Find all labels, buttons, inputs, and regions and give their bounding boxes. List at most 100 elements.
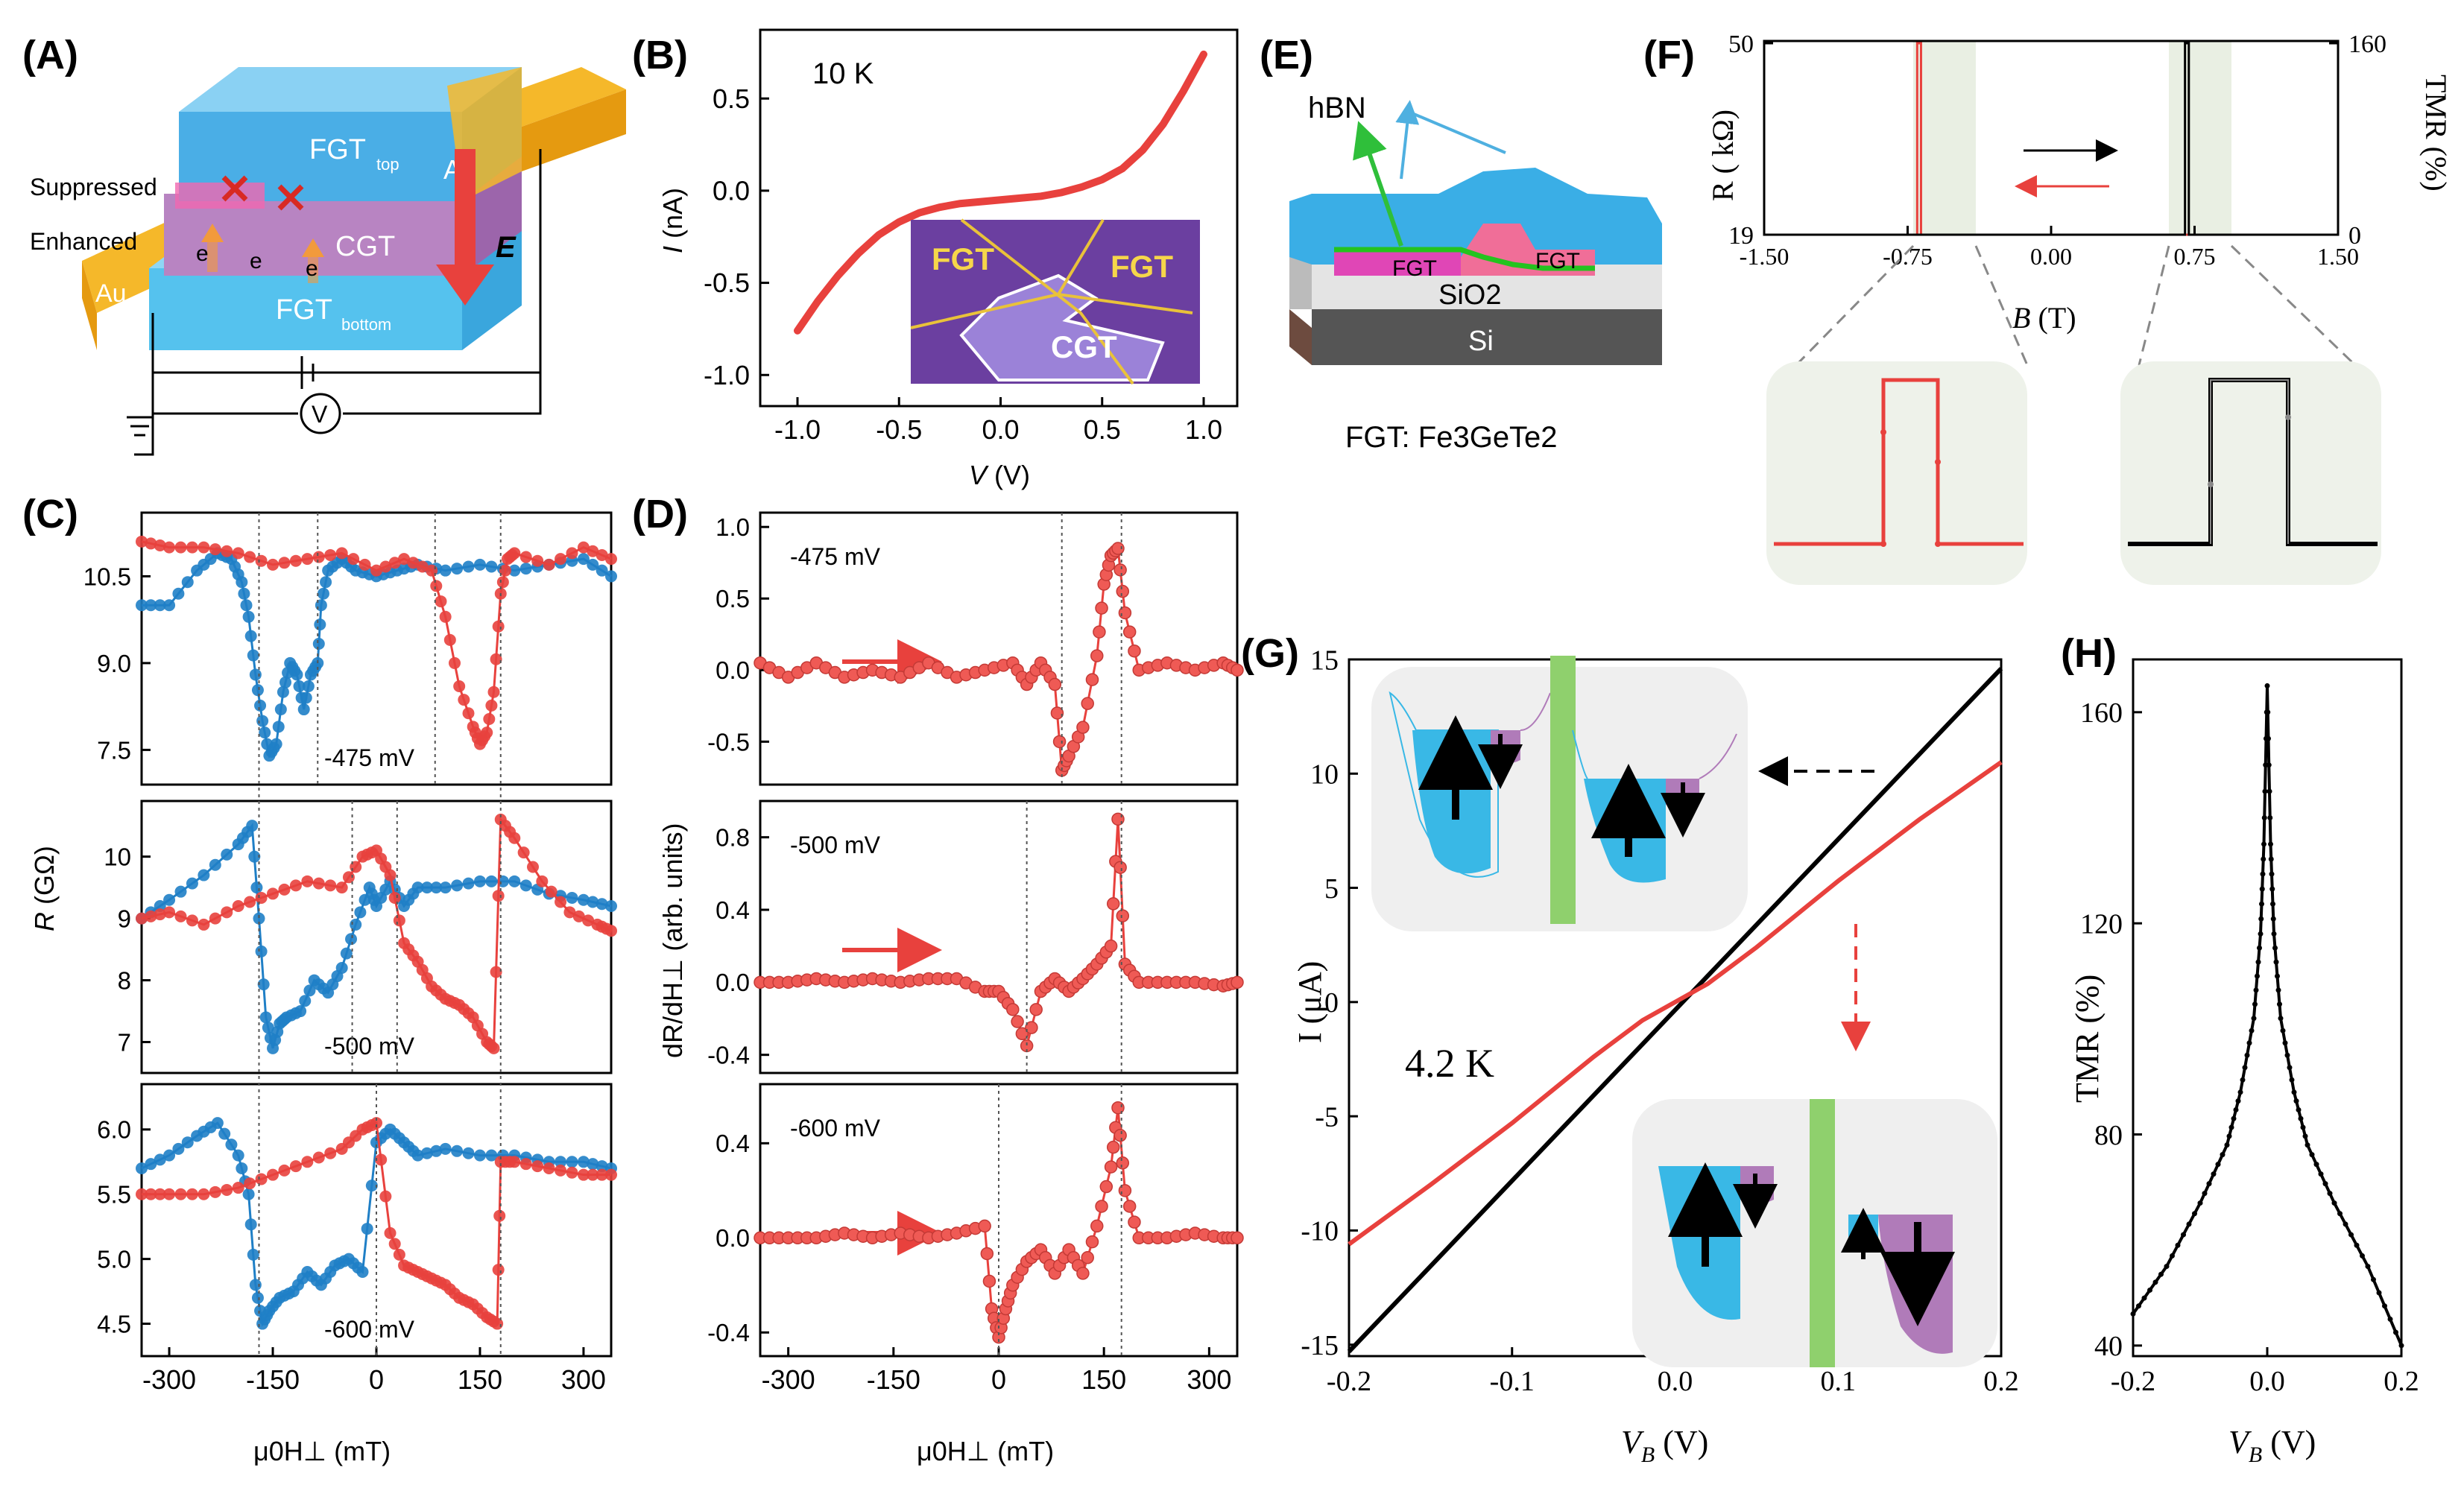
red-sweep-point [198, 918, 210, 931]
y-tick-label: 80 [2094, 1120, 2123, 1151]
tmr-point [2271, 931, 2277, 937]
y-tick-label: 0.0 [715, 1224, 750, 1252]
blue-sweep-point [451, 879, 464, 892]
red-sweep-point [435, 595, 447, 608]
panel-b-axes [759, 28, 1239, 408]
blue-sweep-point [279, 676, 292, 688]
blue-sweep-point [259, 726, 271, 739]
derivative-point [1029, 1003, 1043, 1016]
red-sweep-point [407, 557, 420, 569]
tmr-point [2252, 1001, 2258, 1007]
blue-sweep-point [236, 1162, 248, 1174]
panel-f-letter: (F) [1643, 33, 1695, 77]
red-sweep-point [375, 1153, 388, 1166]
y-tick-label: 0.4 [715, 896, 750, 924]
x-tick-label: 0.0 [982, 414, 1019, 445]
blue-sweep-point [255, 945, 268, 957]
x-tick-label: 0.75 [2174, 243, 2216, 270]
blue-sweep-point [577, 1156, 590, 1168]
red-sweep-point [301, 1156, 314, 1168]
derivative-line [760, 1107, 1237, 1337]
e-field-label: E [496, 231, 517, 264]
tmr-point [2327, 1191, 2333, 1197]
panel-h: (H) -0.2 0.0 0.2 160 120 80 40 TMR (%) VB (V) [2061, 631, 2419, 1467]
derivative-point [1011, 1015, 1024, 1028]
tmr-point [2224, 1142, 2230, 1148]
red-sweep-point [136, 1188, 148, 1200]
blue-sweep-point [314, 618, 326, 631]
tmr-point [2287, 1065, 2293, 1071]
blue-sweep-point [555, 1156, 567, 1168]
tmr-point [2268, 841, 2273, 847]
blue-sweep-point [605, 570, 617, 583]
y-tick-label: 0.5 [713, 83, 750, 114]
panel-g-antiparallel-iv [1348, 760, 2003, 1247]
blue-sweep-point [262, 1022, 274, 1034]
blue-sweep-point [320, 576, 332, 589]
blue-sweep-point [251, 1291, 264, 1304]
red-sweep-point [174, 1188, 187, 1200]
blue-sweep-point [274, 703, 287, 716]
blue-sweep-point [291, 668, 303, 681]
tmr-point [2343, 1221, 2348, 1227]
x-tick-label: -150 [246, 1364, 300, 1395]
blue-sweep-point [462, 560, 475, 573]
red-sweep-point [490, 653, 502, 665]
red-sweep-point [519, 551, 532, 563]
circuit-wires [127, 149, 542, 456]
derivative-point [1122, 1200, 1137, 1213]
hbn-layer [1289, 168, 1662, 265]
panel-f-zoom-right [2120, 361, 2381, 585]
panel-h-tmr-points [2130, 683, 2404, 1349]
tmr-point [2337, 1211, 2343, 1217]
red-sweep-point [536, 875, 549, 887]
tmr-point [2215, 1162, 2221, 1168]
blue-sweep-point [335, 961, 348, 974]
blue-sweep-point [250, 881, 263, 894]
blue-sweep-point [519, 563, 532, 575]
tmr-point [2376, 1290, 2382, 1296]
red-sweep-point [312, 551, 325, 563]
blue-sweep-point [249, 1279, 262, 1291]
tmr-point [2298, 1115, 2304, 1121]
subplot-bias-label: -500 mV [324, 1033, 415, 1060]
red-sweep-point [198, 541, 210, 554]
red-sweep-point [379, 1190, 392, 1203]
blue-sweep-point [299, 995, 312, 1007]
derivative-point [1116, 909, 1130, 922]
blue-sweep-point [473, 558, 486, 571]
tmr-point [2313, 1162, 2319, 1168]
blue-sweep-point [211, 1117, 224, 1130]
blue-sweep-point [163, 599, 176, 612]
y-tick-label: 50 [1728, 31, 1754, 58]
red-sweep-point [496, 576, 509, 589]
blue-sweep-point [172, 587, 185, 600]
tmr-point [2220, 1152, 2226, 1158]
tmr-point [2282, 1040, 2288, 1046]
blue-sweep-point [519, 879, 532, 892]
tmr-point [2272, 945, 2278, 951]
blue-sweep-point [163, 1149, 176, 1162]
blue-sweep-point [259, 1011, 272, 1024]
blue-sweep-point [451, 563, 464, 575]
tmr-point [2273, 959, 2279, 965]
red-sweep-point [278, 883, 291, 896]
red-sweep-point [154, 1188, 166, 1200]
tmr-point [2275, 973, 2280, 979]
tmr-point [2284, 1052, 2290, 1058]
blue-sweep-point [473, 1149, 486, 1162]
blue-sweep-point [300, 691, 312, 704]
inset-antiparallel-bands [1632, 1099, 1997, 1367]
tmr-point [2261, 815, 2267, 820]
red-sweep-point [587, 545, 599, 557]
blue-sweep-point [218, 1127, 231, 1140]
derivative-point [1099, 1180, 1113, 1194]
y-tick-label: 15 [1310, 645, 1339, 676]
blue-sweep-point [354, 906, 367, 919]
blue-sweep-point [312, 638, 325, 650]
y-tick-label: 9.0 [97, 650, 131, 677]
voltmeter-icon [300, 393, 341, 434]
cross-icon [277, 184, 304, 211]
blue-sweep-point [145, 1158, 157, 1171]
red-sweep-point [481, 726, 493, 739]
